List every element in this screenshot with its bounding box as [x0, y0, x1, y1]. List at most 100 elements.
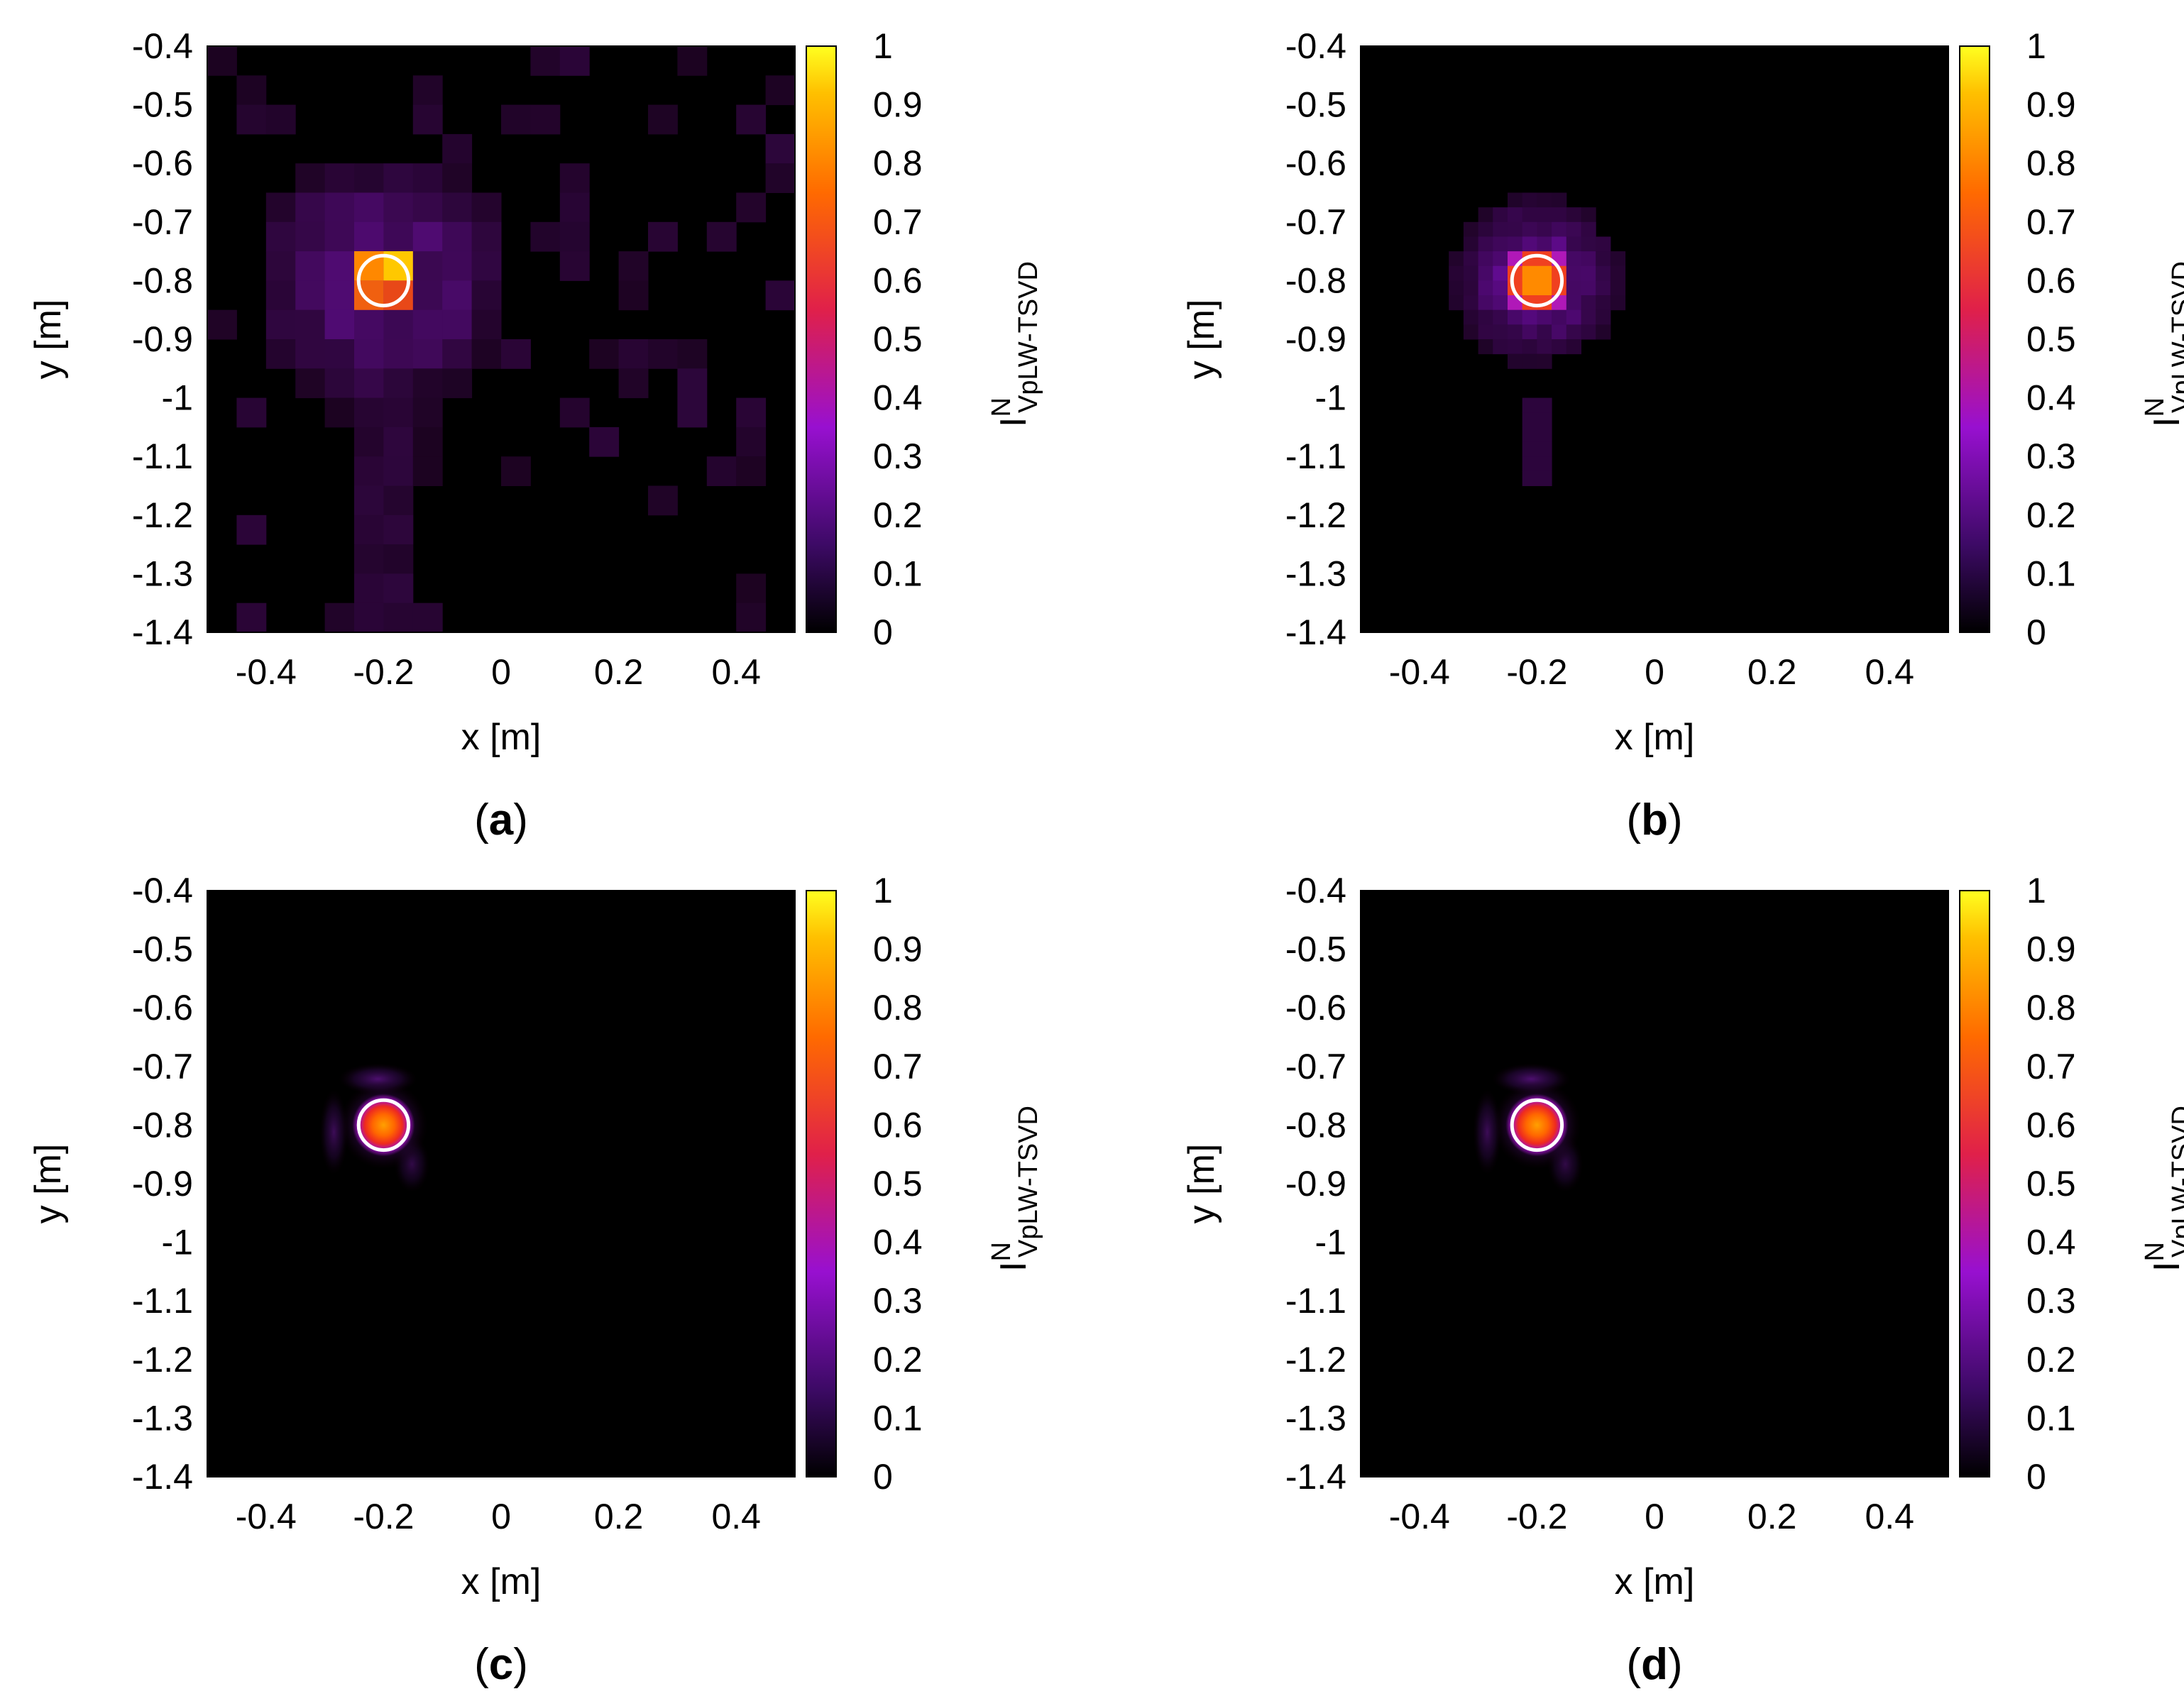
heatmap-cell	[412, 104, 443, 135]
colorbar-tick-label: 0.8	[873, 143, 923, 183]
heatmap-cell	[412, 339, 443, 369]
colorbar-title-sub: VpLW-TSVD	[1014, 1106, 1043, 1258]
heatmap-cell	[265, 339, 296, 369]
heatmap-cell	[354, 426, 384, 457]
colorbar-tick-label: 0.7	[2026, 202, 2076, 242]
colorbar-frame	[1959, 890, 1990, 1477]
heatmap-cell	[412, 280, 443, 311]
heatmap-cell	[236, 602, 267, 633]
target-circle	[356, 1098, 411, 1152]
caption-letter: c	[489, 1640, 513, 1689]
heatmap-cell	[265, 280, 296, 311]
heatmap-cell	[1522, 456, 1537, 472]
colorbar-tick-label: 0.4	[873, 1223, 923, 1262]
heatmap-cell	[1522, 441, 1537, 457]
colorbar-frame	[806, 890, 837, 1477]
heatmap-cell	[1522, 207, 1537, 223]
heatmap-cell	[618, 339, 649, 369]
y-tick-label: -1	[162, 1223, 193, 1262]
heatmap-cell	[354, 514, 384, 545]
heatmap-cell	[677, 339, 708, 369]
heatmap-cell	[1522, 426, 1537, 443]
heatmap-cell	[530, 221, 561, 252]
heatmap-cell	[1508, 236, 1523, 252]
colorbar-tick-label: 0.2	[2026, 1340, 2076, 1380]
heatmap-cell	[354, 573, 384, 604]
colorbar	[1960, 46, 1990, 632]
heatmap-cell	[442, 339, 473, 369]
heatmap-cell	[354, 456, 384, 486]
heatmap-cell	[765, 280, 796, 311]
colorbar-title-sub: VpLW-TSVD	[1014, 261, 1043, 413]
heatmap-cell	[1566, 309, 1581, 325]
x-tick-label: -0.4	[236, 1497, 297, 1536]
heatmap-cell	[736, 192, 767, 223]
heatmap-cell	[1493, 295, 1508, 311]
heatmap-cell	[736, 104, 767, 135]
heatmap-cell	[765, 163, 796, 193]
heatmap-cell	[1463, 280, 1479, 296]
colorbar-tick-label: 0.1	[873, 1398, 923, 1438]
heatmap-cell	[1463, 221, 1479, 237]
heatmap-cell	[236, 514, 267, 545]
heatmap-cell	[383, 397, 414, 428]
heatmap-cell	[471, 339, 502, 369]
heatmap-cell	[442, 280, 473, 311]
colorbar-tick-label: 0.8	[2026, 988, 2076, 1028]
y-tick-label: -1.4	[1285, 1457, 1346, 1497]
heatmap-cell	[706, 221, 737, 252]
target-circle	[1510, 1098, 1564, 1152]
y-tick-label: -1.2	[1285, 1340, 1346, 1380]
colorbar-tick-label: 0.3	[2026, 436, 2076, 476]
heatmap-cells	[207, 46, 796, 633]
heatmap-cell	[736, 602, 767, 633]
heatmap-cell	[471, 309, 502, 340]
y-tick-label: -0.6	[132, 143, 193, 183]
colorbar-title: INVpLW-TSVD	[987, 261, 1043, 427]
heatmap-cell	[383, 309, 414, 340]
heatmap-cell	[412, 426, 443, 457]
heatmap-cell	[1449, 265, 1464, 281]
heatmap-cell	[1522, 192, 1537, 208]
y-tick-label: -0.4	[1285, 26, 1346, 66]
heatmap-cell	[1566, 280, 1581, 296]
heatmap-cell	[383, 339, 414, 369]
heatmap-cell	[1493, 236, 1508, 252]
heatmap-cell	[1596, 280, 1611, 296]
colorbar-title-sub: VpLW-TSVD	[2167, 261, 2184, 413]
colorbar-title-sup: N	[2140, 397, 2170, 417]
heatmap-cell	[295, 339, 326, 369]
heatmap-cell	[1522, 221, 1537, 237]
x-tick-label: 0.4	[711, 1497, 761, 1536]
heatmap-cell	[1537, 426, 1552, 443]
x-tick-label: -0.4	[1389, 652, 1450, 692]
colorbar-tick-label: 0.4	[2026, 378, 2076, 418]
colorbar	[806, 891, 836, 1477]
heatmap-cell	[265, 309, 296, 340]
heatmap-cell	[1610, 280, 1626, 296]
colorbar-title-sub: VpLW-TSVD	[2167, 1106, 2184, 1258]
colorbar-tick-label: 0.9	[873, 85, 923, 125]
colorbar-tick-label: 0.6	[873, 260, 923, 300]
heatmap-cell	[324, 602, 355, 633]
heatmap-cell	[295, 163, 326, 193]
heatmap-cell	[354, 163, 384, 193]
colorbar-tick-label: 0.7	[2026, 1047, 2076, 1086]
colorbar-tick-label: 0.6	[2026, 260, 2076, 300]
caption-open: (	[474, 796, 489, 844]
heatmap-cell	[354, 309, 384, 340]
heatmap-cell	[589, 426, 620, 457]
heatmap-cell	[1522, 236, 1537, 252]
caption-open: (	[1626, 796, 1641, 844]
heatmap-cell	[412, 456, 443, 486]
y-tick-label: -0.4	[1285, 871, 1346, 910]
heatmap-cell	[530, 46, 561, 76]
y-tick-label: -0.8	[1285, 1105, 1346, 1145]
heatmap-cell	[618, 280, 649, 311]
heatmap-cell	[1478, 251, 1493, 267]
y-tick-label: -0.9	[132, 319, 193, 359]
heatmap-cell	[1581, 221, 1596, 237]
panel-d: -0.4 -0.5 -0.6 -0.7 -0.8 -0.9 -1 -1.1 -1.2 -1.3 -1…	[1181, 871, 2184, 1689]
y-tick-label: -1.4	[132, 1457, 193, 1497]
heatmap-cell	[442, 368, 473, 399]
